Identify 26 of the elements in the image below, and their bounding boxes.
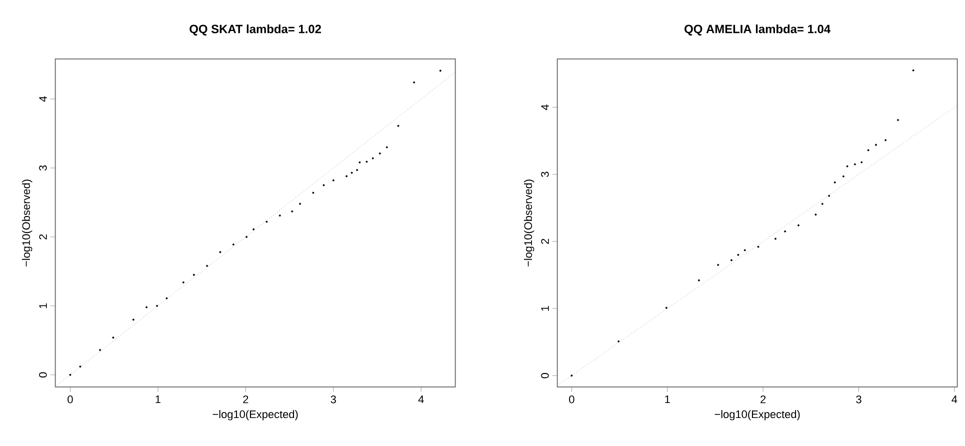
x-axis-title: −log10(Expected): [714, 410, 800, 420]
y-axis-title: −log10(Observed): [524, 180, 534, 266]
x-tick-label: 2: [243, 396, 248, 404]
x-tick-label: 4: [952, 396, 958, 404]
y-tick-label: 3: [541, 172, 549, 177]
y-tick-label: 2: [541, 238, 549, 244]
y-tick-label: 1: [39, 303, 47, 308]
y-axis-title: −log10(Observed): [22, 180, 32, 266]
x-tick-label: 1: [665, 396, 670, 404]
y-tick-label: 1: [541, 306, 549, 311]
y-tick-label: 3: [39, 165, 47, 171]
x-tick-label: 0: [68, 396, 73, 404]
x-tick-label: 3: [330, 396, 336, 404]
x-axis-title: −log10(Expected): [212, 410, 298, 420]
chart-title: QQ SKAT lambda= 1.02: [190, 24, 321, 36]
x-tick-label: 3: [856, 396, 862, 404]
y-tick-label: 4: [39, 96, 47, 102]
y-tick-label: 0: [541, 372, 549, 378]
y-tick-label: 0: [39, 372, 47, 378]
y-tick-label: 4: [541, 104, 549, 110]
y-tick-label: 2: [39, 234, 47, 240]
x-tick-label: 2: [760, 396, 766, 404]
chart-title: QQ AMELIA lambda= 1.04: [684, 24, 830, 36]
x-tick-label: 0: [569, 396, 574, 404]
x-tick-label: 1: [156, 396, 160, 404]
x-tick-label: 4: [418, 396, 424, 404]
